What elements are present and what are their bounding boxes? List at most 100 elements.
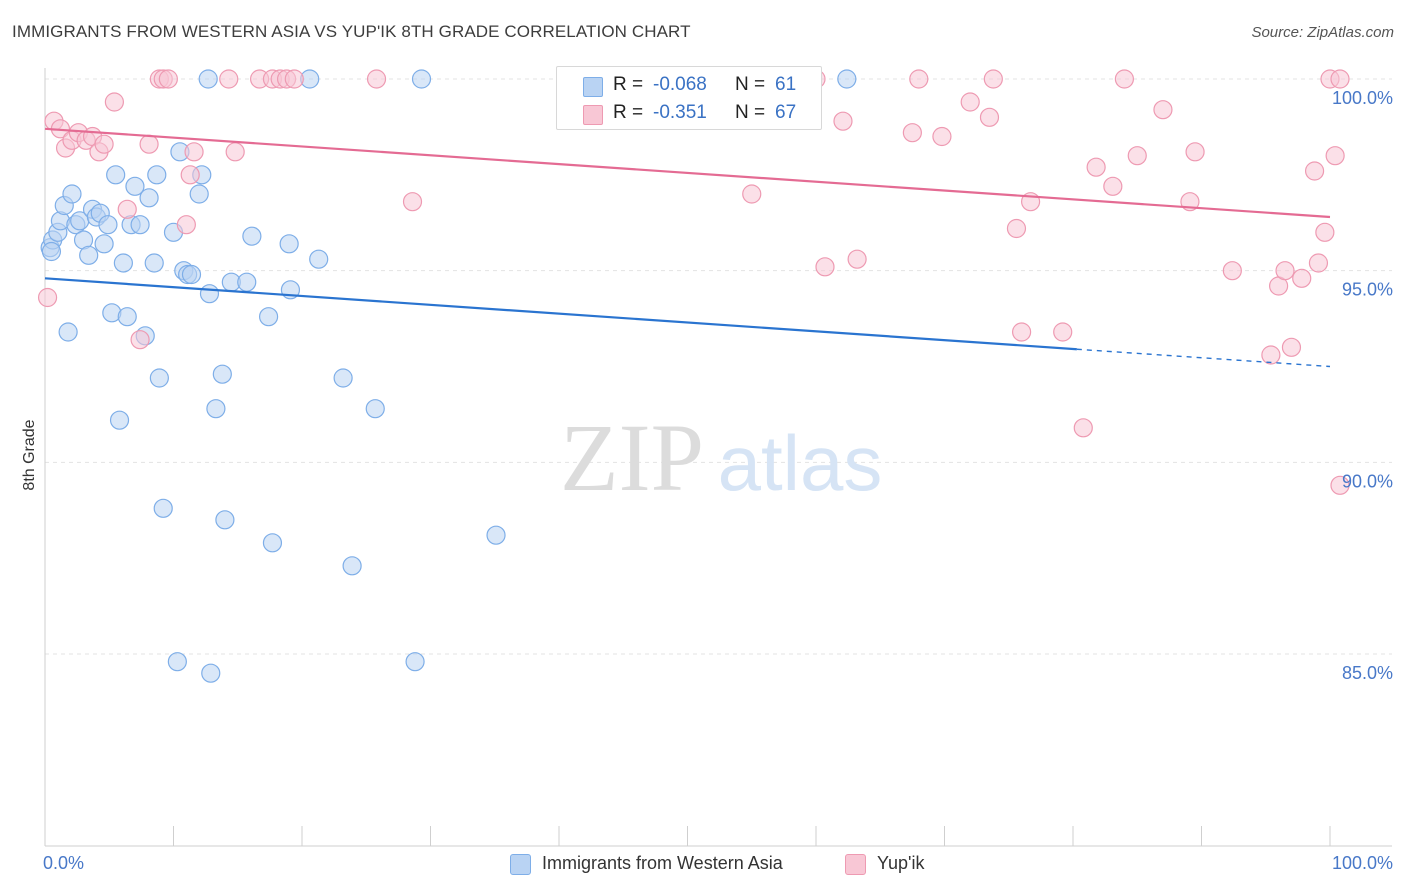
pink-point	[176, 215, 196, 235]
axes	[44, 68, 1392, 847]
pink-point	[1127, 146, 1147, 166]
pink-point	[979, 107, 1000, 127]
n-label: N =	[735, 74, 766, 95]
legend-label: Yup'ik	[877, 853, 925, 873]
blue-point	[242, 226, 262, 246]
r-value: -0.068	[653, 74, 707, 95]
pink-point	[909, 69, 929, 89]
blue-point	[365, 399, 385, 419]
pink-point	[1330, 69, 1350, 89]
pink-point	[1222, 261, 1242, 281]
pink-point	[815, 257, 835, 277]
pink-point	[1292, 268, 1312, 288]
legend-swatch-blue	[510, 854, 531, 875]
blue-point	[212, 364, 232, 384]
blue-point	[199, 284, 220, 304]
blue-point	[125, 176, 145, 196]
pink-trend-line	[44, 127, 1331, 219]
pink-point	[1103, 176, 1123, 196]
pink-point	[184, 142, 204, 162]
gridlines	[45, 78, 1392, 655]
pink-point	[1114, 69, 1135, 89]
blue-trend-extension	[1076, 348, 1331, 368]
blue-point	[130, 215, 150, 235]
pink-point	[960, 92, 980, 112]
pink-point	[1185, 142, 1205, 162]
blue-point	[139, 188, 159, 208]
blue-point	[342, 556, 362, 576]
blue-point	[189, 184, 209, 204]
trend-lines	[44, 127, 1331, 368]
blue-point	[198, 69, 218, 89]
pink-point	[902, 123, 922, 143]
pink-point	[402, 192, 423, 212]
pink-point	[833, 111, 853, 131]
y-tick-label: 100.0%	[1332, 88, 1393, 108]
legend-swatch-blue	[583, 77, 603, 97]
pink-point	[219, 69, 239, 89]
series-legend: Immigrants from Western Asia Yup'ik	[0, 852, 1406, 878]
pink-point	[1308, 253, 1329, 273]
y-tick-label: 90.0%	[1342, 471, 1393, 491]
n-label: N =	[735, 102, 766, 123]
pink-point	[847, 249, 867, 269]
blue-point	[149, 368, 169, 388]
y-tick-label: 95.0%	[1342, 280, 1393, 300]
pink-point	[37, 287, 58, 308]
correlation-legend: R = -0.068 N = 61 R = -0.351 N = 67	[556, 66, 822, 130]
n-value: 61	[775, 74, 797, 95]
pink-point	[1011, 322, 1032, 342]
pink-point	[130, 330, 150, 350]
watermark-zip: ZIP	[560, 404, 704, 511]
source-label: Source: ZipAtlas.com	[1251, 24, 1394, 41]
legend-label: Immigrants from Western Asia	[542, 853, 783, 873]
pink-point	[94, 134, 114, 154]
blue-point	[109, 410, 130, 430]
blue-point	[98, 215, 118, 235]
x-tick-label: 100.0%	[1332, 853, 1393, 873]
watermark: ZIP atlas	[560, 404, 882, 511]
legend-swatch-pink	[845, 854, 866, 875]
pink-point	[284, 69, 304, 89]
watermark-atlas: atlas	[718, 419, 883, 507]
blue-point	[206, 399, 226, 419]
blue-point	[181, 264, 202, 285]
pink-point	[1281, 337, 1302, 357]
blue-point	[62, 184, 82, 204]
pink-point	[1086, 157, 1106, 177]
pink-point	[742, 184, 762, 204]
blue-point	[106, 165, 126, 185]
blue-point	[258, 307, 279, 327]
pink-point	[1153, 100, 1173, 120]
x-tick-label: 0.0%	[43, 853, 84, 873]
pink-point	[1304, 161, 1325, 181]
blue-point	[144, 253, 164, 273]
pink-point	[1325, 146, 1345, 166]
pink-point	[117, 199, 137, 219]
r-label: R =	[613, 102, 644, 123]
blue-point	[237, 272, 257, 292]
blue-point	[94, 234, 114, 254]
blue-trend-line	[44, 277, 1077, 351]
blue-point	[147, 165, 167, 185]
pink-point	[104, 92, 124, 112]
blue-point	[117, 307, 137, 327]
blue-point	[309, 249, 329, 269]
pink-point	[158, 69, 178, 89]
blue-point	[262, 533, 283, 553]
pink-point	[932, 126, 952, 147]
pink-point	[225, 142, 245, 162]
n-value: 67	[775, 102, 797, 123]
legend-row-blue: R = -0.068 N = 61	[557, 71, 821, 101]
blue-point	[153, 498, 173, 518]
blue-point	[113, 253, 133, 273]
blue-point	[58, 322, 78, 342]
legend-row-pink: R = -0.351 N = 67	[557, 99, 821, 129]
r-value: -0.351	[653, 102, 707, 123]
blue-point	[215, 510, 235, 530]
blue-point	[333, 368, 353, 388]
pink-point	[1330, 475, 1350, 495]
chart-title: IMMIGRANTS FROM WESTERN ASIA VS YUP'IK 8…	[12, 22, 691, 41]
pink-point	[366, 69, 387, 89]
